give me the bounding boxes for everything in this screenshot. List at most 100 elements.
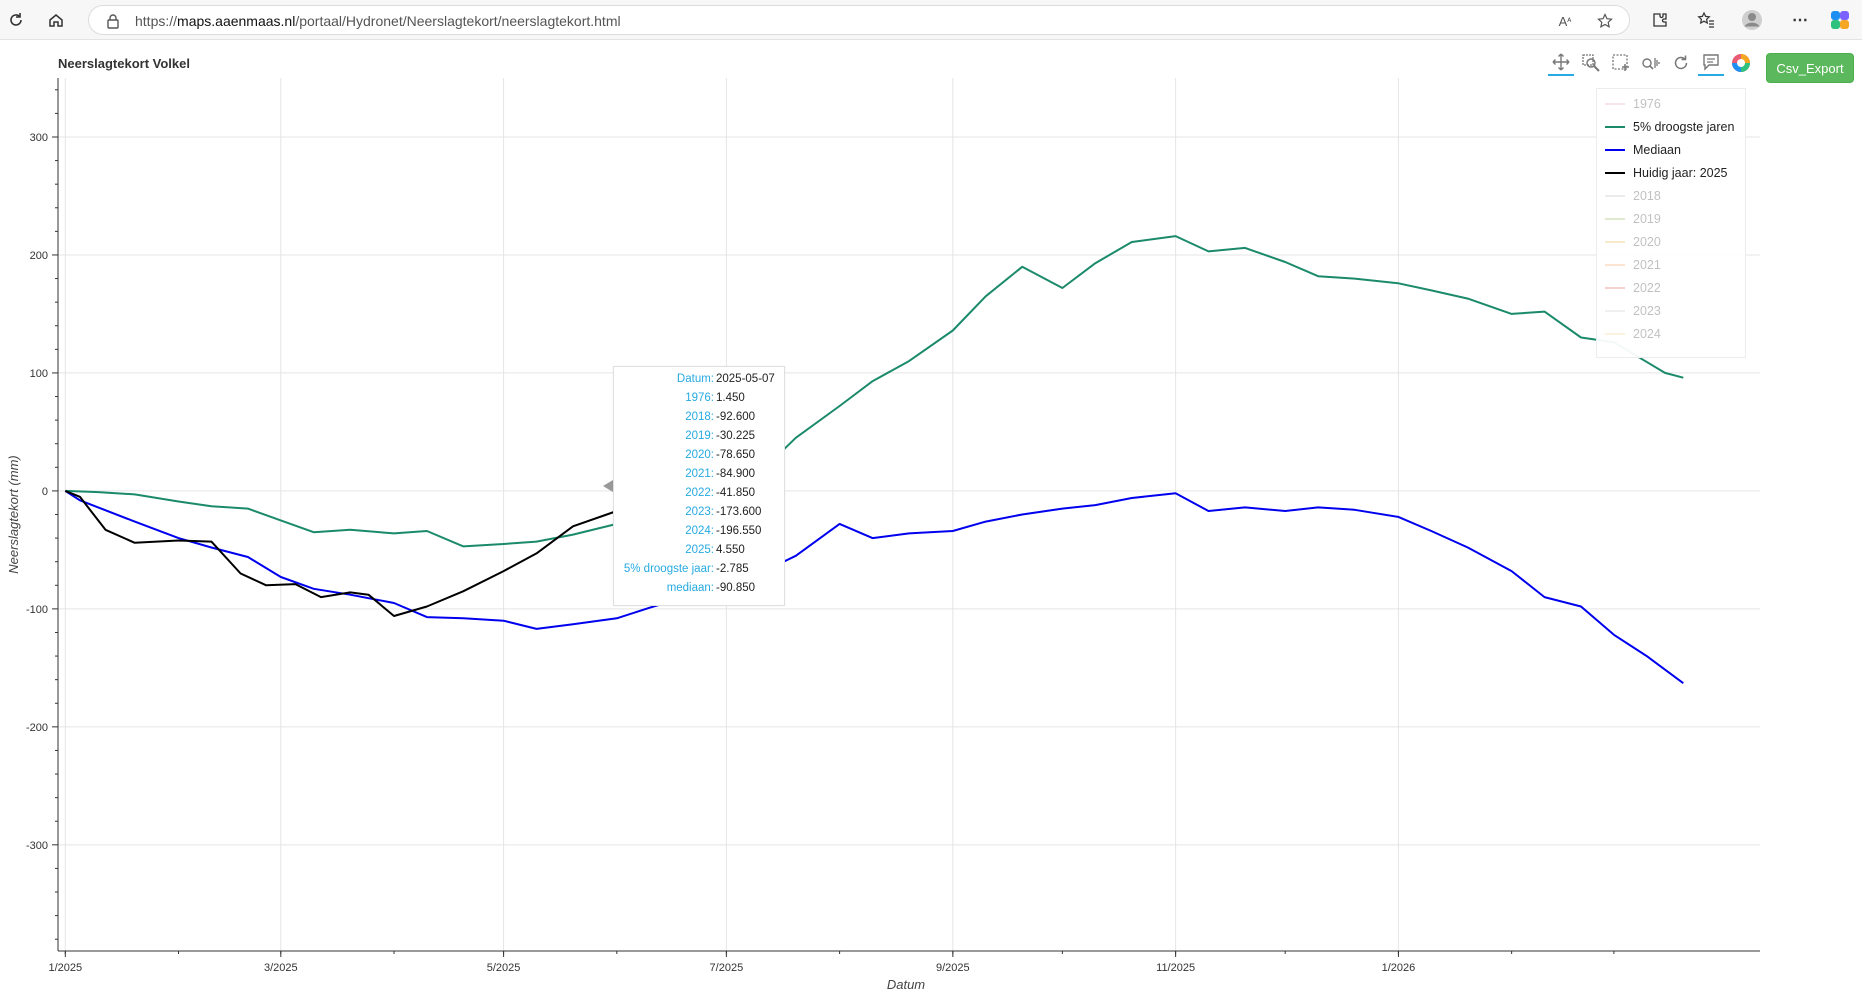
tooltip-row: mediaan: -90.850 — [614, 582, 784, 601]
y-tick-label: 200 — [30, 250, 48, 262]
tooltip-arrow — [603, 480, 613, 492]
tooltip-row: 2020: -78.650 — [614, 449, 784, 468]
legend-swatch — [1605, 310, 1625, 312]
tooltip-value: -41.850 — [716, 487, 756, 499]
hover-tool-icon[interactable] — [1698, 50, 1724, 76]
zoom-tool-icon[interactable] — [1578, 50, 1604, 76]
legend-swatch — [1605, 218, 1625, 220]
browser-toolbar: https://maps.aaenmaas.nl/portaal/Hydrone… — [0, 0, 1862, 40]
tooltip-key: Datum: — [676, 373, 714, 385]
home-icon[interactable] — [44, 8, 68, 32]
legend-item[interactable]: 2022 — [1605, 278, 1661, 298]
tooltip-value: -92.600 — [716, 411, 756, 423]
hover-tooltip: Datum: 2025-05-07 1976: 1.450 2018: -92.600 20… — [613, 366, 785, 606]
tooltip-key: 2023: — [685, 506, 714, 518]
plot-title: Neerslagtekort Volkel — [58, 56, 190, 71]
tooltip-key: mediaan: — [666, 582, 714, 594]
tooltip-row: 1976: 1.450 — [614, 392, 784, 411]
legend-item[interactable]: 2019 — [1605, 209, 1661, 229]
legend-label: 5% droogste jaren — [1633, 120, 1735, 134]
chart-labels: 300 200 100 0 -100 -200 -300 1/2025 3/2025 5/2025… — [6, 132, 1415, 992]
y-axis-label: Neerslagtekort (mm) — [6, 455, 21, 573]
x-tick-label: 5/2025 — [487, 962, 521, 974]
legend-swatch — [1605, 103, 1625, 105]
tooltip-value: 4.550 — [716, 544, 745, 556]
legend-swatch — [1605, 333, 1625, 335]
legend-item[interactable]: Huidig jaar: 2025 — [1605, 163, 1728, 183]
series-line — [64, 490, 1684, 685]
legend-label: 2018 — [1633, 189, 1661, 203]
tooltip-row: 5% droogste jaar: -2.785 — [614, 563, 784, 582]
tooltip-key: 2020: — [685, 449, 714, 461]
csv-export-button[interactable]: Csv_Export — [1766, 53, 1854, 83]
legend-item[interactable]: 2024 — [1605, 324, 1661, 344]
tooltip-value: -173.600 — [716, 506, 762, 518]
box-select-icon[interactable] — [1608, 50, 1634, 76]
extensions-icon[interactable] — [1648, 8, 1672, 32]
lock-icon[interactable] — [103, 11, 123, 31]
y-tick-label: -200 — [26, 722, 48, 734]
reset-icon[interactable] — [1668, 50, 1694, 76]
tooltip-value: -78.650 — [716, 449, 756, 461]
tooltip-value: -84.900 — [716, 468, 756, 480]
x-tick-label: 1/2026 — [1382, 962, 1416, 974]
legend-swatch — [1605, 126, 1625, 128]
tooltip-key: 1976: — [685, 392, 714, 404]
tooltip-value: 1.450 — [716, 392, 745, 404]
x-tick-label: 9/2025 — [936, 962, 970, 974]
url-text[interactable]: https://maps.aaenmaas.nl/portaal/Hydrone… — [135, 13, 621, 29]
tooltip-value: -90.850 — [716, 582, 756, 594]
tooltip-key: 2018: — [685, 411, 714, 423]
tooltip-key: 2025: — [685, 544, 714, 556]
tooltip-key: 2024: — [685, 525, 714, 537]
y-tick-label: 300 — [30, 132, 48, 144]
chart-lines — [64, 235, 1684, 685]
tooltip-row: 2022: -41.850 — [614, 487, 784, 506]
legend-swatch — [1605, 287, 1625, 289]
legend-label: 1976 — [1633, 97, 1661, 111]
reload-icon[interactable] — [4, 8, 28, 32]
legend-item[interactable]: 5% droogste jaren — [1605, 117, 1734, 137]
tooltip-key: 2022: — [685, 487, 714, 499]
x-axis-label: Datum — [887, 977, 925, 992]
legend-item[interactable]: 2021 — [1605, 255, 1661, 275]
tooltip-row: 2025: 4.550 — [614, 544, 784, 563]
url-host: maps.aaenmaas.nl — [177, 13, 296, 29]
wheel-zoom-icon[interactable] — [1638, 50, 1664, 76]
x-tick-label: 1/2025 — [48, 962, 82, 974]
y-tick-label: 0 — [42, 486, 48, 498]
legend-swatch — [1605, 149, 1625, 151]
y-tick-label: 100 — [30, 368, 48, 380]
profile-avatar[interactable] — [1740, 8, 1764, 32]
copilot-icon[interactable] — [1828, 8, 1852, 32]
legend-swatch — [1605, 241, 1625, 243]
tooltip-value: 2025-05-07 — [716, 373, 775, 385]
legend-item[interactable]: 1976 — [1605, 94, 1661, 114]
legend-item[interactable]: 2020 — [1605, 232, 1661, 252]
legend-label: 2021 — [1633, 258, 1661, 272]
favorites-icon[interactable] — [1694, 8, 1718, 32]
legend-item[interactable]: 2023 — [1605, 301, 1661, 321]
legend-label: 2022 — [1633, 281, 1661, 295]
bokeh-logo-icon[interactable] — [1728, 50, 1754, 76]
y-tick-label: -100 — [26, 604, 48, 616]
chart-axes — [52, 78, 1760, 957]
tooltip-row: 2023: -173.600 — [614, 506, 784, 525]
url-path: /portaal/Hydronet/Neerslagtekort/neersla… — [295, 13, 621, 29]
legend-swatch — [1605, 172, 1625, 174]
legend-label: Huidig jaar: 2025 — [1633, 166, 1728, 180]
legend-item[interactable]: Mediaan — [1605, 140, 1681, 160]
tooltip-row: 2019: -30.225 — [614, 430, 784, 449]
pan-tool-icon[interactable] — [1548, 50, 1574, 76]
tooltip-key: 2019: — [685, 430, 714, 442]
address-bar[interactable]: https://maps.aaenmaas.nl/portaal/Hydrone… — [88, 5, 1630, 35]
legend-swatch — [1605, 264, 1625, 266]
legend-label: 2024 — [1633, 327, 1661, 341]
more-menu-icon[interactable]: ⋯ — [1792, 12, 1808, 29]
y-tick-label: -300 — [26, 840, 48, 852]
legend-item[interactable]: 2018 — [1605, 186, 1661, 206]
favorite-star-icon[interactable] — [1595, 11, 1615, 31]
tooltip-value: -196.550 — [716, 525, 762, 537]
